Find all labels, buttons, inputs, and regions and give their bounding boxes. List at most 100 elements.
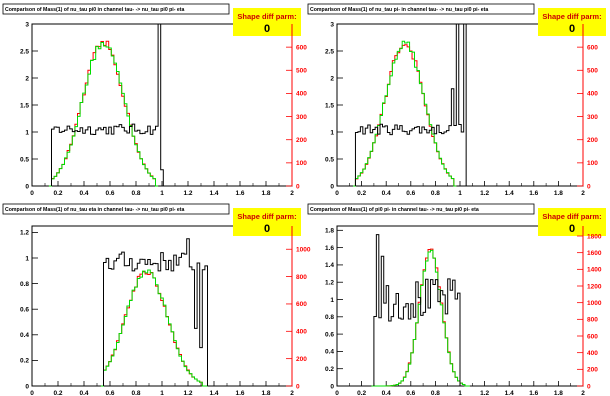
title-box	[307, 3, 535, 15]
right-y-tick-label: 200	[296, 137, 307, 144]
left-y-tick-label: 0.4	[20, 332, 29, 339]
left-y-tick-label: 0.6	[20, 307, 29, 314]
left-y-tick-label: 1	[330, 297, 334, 304]
right-y-tick-label: 1400	[587, 267, 602, 274]
chart-panel-4: Comparison of Mass(1) of pi0 pi- in chan…	[307, 203, 606, 396]
x-tick-label: 2	[581, 390, 585, 396]
right-y-tick-label: 100	[587, 160, 598, 167]
left-y-tick-label: 0	[25, 383, 29, 390]
ratio-histogram	[354, 23, 467, 186]
title-box	[2, 203, 230, 215]
left-y-tick-label: 0.8	[20, 281, 29, 288]
right-y-tick-label: 800	[587, 317, 598, 324]
x-tick-label: 1.8	[261, 390, 270, 396]
x-tick-label: 1	[458, 190, 462, 197]
x-tick-label: 1.4	[505, 390, 514, 396]
left-y-tick-label: 1.8	[325, 228, 334, 235]
x-tick-label: 1.6	[529, 390, 538, 396]
x-tick-label: 0.2	[53, 390, 62, 396]
right-y-tick-label: 1000	[587, 300, 602, 307]
left-y-tick-label: 2.5	[325, 48, 334, 55]
left-y-tick-label: 0	[25, 183, 29, 190]
left-y-tick-label: 0.8	[325, 314, 334, 321]
x-tick-label: 1.4	[209, 190, 218, 197]
chart-panel-3: Comparison of Mass(1) of nu_tau eta in c…	[2, 203, 311, 396]
left-y-tick-label: 1	[25, 255, 29, 262]
right-y-tick-label: 300	[296, 114, 307, 121]
left-y-tick-label: 2	[330, 75, 334, 82]
title-box	[2, 3, 230, 15]
left-y-tick-label: 3	[330, 21, 334, 28]
x-tick-label: 0.4	[382, 190, 391, 197]
x-tick-label: 0	[30, 390, 34, 396]
left-y-tick-label: 0.5	[325, 156, 334, 163]
shape-diff-label: Shape diff parm:	[542, 212, 601, 221]
x-tick-label: 0.4	[382, 390, 391, 396]
right-y-tick-label: 400	[587, 350, 598, 357]
test-histogram	[100, 269, 208, 387]
left-y-tick-label: 0.6	[325, 331, 334, 338]
shape-diff-label: Shape diff parm:	[237, 12, 296, 21]
x-tick-label: 0.4	[79, 190, 88, 197]
right-y-tick-label: 800	[296, 274, 307, 281]
left-y-tick-label: 1.2	[20, 230, 29, 237]
x-tick-label: 1.4	[505, 190, 514, 197]
right-y-tick-label: 0	[587, 183, 591, 190]
right-y-tick-label: 1600	[587, 250, 602, 257]
x-tick-label: 0	[30, 190, 34, 197]
x-tick-label: 0.2	[53, 190, 62, 197]
chart-title: Comparison of Mass(1) of pi0 pi- in chan…	[310, 207, 479, 213]
chart-title: Comparison of Mass(1) of nu_tau pi0 in c…	[5, 7, 185, 13]
shape-diff-value: 0	[569, 23, 575, 35]
x-tick-label: 0.8	[431, 390, 440, 396]
chart-panel-1: Comparison of Mass(1) of nu_tau pi0 in c…	[2, 3, 307, 197]
left-y-tick-label: 0	[330, 383, 334, 390]
shape-diff-value: 0	[569, 223, 575, 235]
x-tick-label: 0	[335, 190, 339, 197]
x-tick-label: 0	[335, 390, 339, 396]
shape-diff-value: 0	[264, 23, 270, 35]
plot-frame	[31, 23, 293, 187]
right-y-tick-label: 600	[587, 333, 598, 340]
shape-diff-box	[233, 8, 301, 36]
x-tick-label: 0.6	[406, 390, 415, 396]
right-y-tick-label: 400	[587, 91, 598, 98]
right-y-tick-label: 600	[296, 44, 307, 51]
shape-diff-box	[538, 208, 606, 236]
shape-diff-box	[538, 8, 606, 36]
chart-panel-2: Comparison of Mass(1) of nu_tau pi- in c…	[307, 3, 606, 197]
x-tick-label: 0.2	[357, 390, 366, 396]
x-tick-label: 1	[160, 190, 164, 197]
shape-diff-value: 0	[264, 223, 270, 235]
right-y-tick-label: 1000	[296, 247, 311, 254]
x-tick-label: 1.6	[529, 190, 538, 197]
left-y-tick-label: 1.6	[325, 245, 334, 252]
right-y-tick-label: 0	[296, 183, 300, 190]
left-y-tick-label: 1.5	[325, 102, 334, 109]
right-y-tick-label: 1200	[587, 283, 602, 290]
test-histogram	[48, 41, 159, 187]
right-y-tick-label: 600	[587, 44, 598, 51]
right-y-tick-label: 500	[296, 68, 307, 75]
x-tick-label: 1.2	[183, 190, 192, 197]
right-y-tick-label: 100	[296, 160, 307, 167]
x-tick-label: 0.8	[131, 190, 140, 197]
x-tick-label: 2	[290, 390, 294, 396]
x-tick-label: 0.4	[79, 390, 88, 396]
left-y-tick-label: 1	[25, 129, 29, 136]
left-y-tick-label: 0.4	[325, 349, 334, 356]
left-y-tick-label: 0.2	[20, 358, 29, 365]
x-tick-label: 0.6	[105, 390, 114, 396]
shape-diff-label: Shape diff parm:	[542, 12, 601, 21]
shape-diff-label: Shape diff parm:	[237, 212, 296, 221]
x-tick-label: 1.6	[235, 190, 244, 197]
x-tick-label: 1.8	[554, 390, 563, 396]
right-y-tick-label: 300	[587, 114, 598, 121]
chart-title: Comparison of Mass(1) of nu_tau pi- in c…	[310, 7, 488, 13]
right-y-tick-label: 600	[296, 301, 307, 308]
left-y-tick-label: 0.5	[20, 156, 29, 163]
left-y-tick-label: 1	[330, 129, 334, 136]
title-box	[307, 203, 535, 215]
x-tick-label: 1.2	[480, 390, 489, 396]
